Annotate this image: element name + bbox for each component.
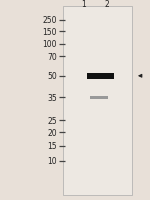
Bar: [87, 74, 114, 79]
Text: 25: 25: [47, 116, 57, 125]
Text: 35: 35: [47, 94, 57, 102]
Text: 20: 20: [47, 128, 57, 137]
Bar: [63, 7, 132, 195]
Text: 10: 10: [47, 157, 57, 165]
Text: 2: 2: [105, 0, 110, 9]
Text: 50: 50: [47, 72, 57, 81]
Text: 150: 150: [42, 28, 57, 36]
Text: 1: 1: [81, 0, 86, 9]
Text: 70: 70: [47, 53, 57, 61]
Text: 250: 250: [42, 16, 57, 25]
Bar: [90, 96, 108, 100]
Text: 15: 15: [47, 142, 57, 150]
Text: 100: 100: [42, 40, 57, 49]
